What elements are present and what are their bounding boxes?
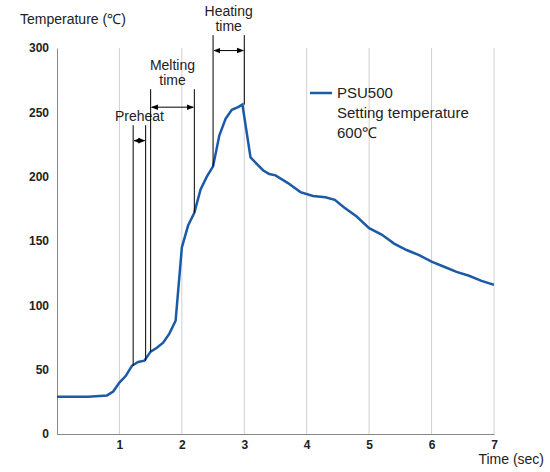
y-tick-label: 0 <box>42 427 49 441</box>
y-tick: 0 <box>42 427 57 441</box>
annotation-arrow <box>152 107 194 108</box>
legend-swatch <box>310 92 332 95</box>
y-tick: 200 <box>29 170 57 184</box>
annotations: PreheatMeltingtimeHeatingtime <box>115 3 253 366</box>
y-tick-label: 50 <box>36 363 50 377</box>
annotation-label-line: time <box>215 18 242 34</box>
x-tick-label: 7 <box>491 438 498 452</box>
grid <box>119 48 494 434</box>
x-tick: 2 <box>179 434 186 452</box>
annotation-label: Heatingtime <box>205 3 253 34</box>
y-tick: 150 <box>29 234 57 248</box>
annotation-label-line: Heating <box>205 3 253 19</box>
annotation-bracket-line <box>244 35 245 104</box>
x-axis-line <box>58 434 495 435</box>
y-tick-label: 300 <box>29 41 49 55</box>
x-tick: 1 <box>117 434 124 452</box>
x-tick-label: 5 <box>366 438 373 452</box>
legend: PSU500 Setting temperature 600℃ <box>310 84 469 141</box>
annotation-arrow <box>134 140 144 141</box>
x-tick: 7 <box>491 434 498 452</box>
y-tick: 100 <box>29 299 57 313</box>
y-tick-label: 250 <box>29 106 49 120</box>
annotation-bracket-line <box>213 35 214 166</box>
x-tick-label: 4 <box>304 438 311 452</box>
y-axis-line <box>57 49 58 435</box>
annotation-label: Meltingtime <box>150 57 195 88</box>
grid-line-x <box>244 48 245 434</box>
y-tick-label: 200 <box>29 170 49 184</box>
annotation-bracket-line <box>133 125 134 366</box>
x-tick-label: 3 <box>241 438 248 452</box>
y-tick: 250 <box>29 106 57 120</box>
annotation-bracket-line <box>194 89 195 213</box>
grid-line-x <box>181 48 182 434</box>
annotation-label: Preheat <box>115 108 164 124</box>
x-tick: 4 <box>304 434 311 452</box>
y-tick: 300 <box>29 41 57 55</box>
grid-line-x <box>306 48 307 434</box>
legend-label-line: PSU500 <box>337 84 393 101</box>
x-tick: 3 <box>241 434 248 452</box>
annotation-label-line: Melting <box>150 57 195 73</box>
annotation-label-line: Preheat <box>115 108 164 124</box>
x-axis-title: Time (sec) <box>478 451 544 467</box>
plot-area <box>57 105 494 397</box>
chart: 0 50 100 150 200 250 300 1 2 3 4 5 6 7 Temperature (℃)… <box>0 0 550 472</box>
annotation-label-line: time <box>159 72 186 88</box>
annotation-arrow <box>214 50 243 51</box>
y-axis-title: Temperature (℃) <box>20 11 126 27</box>
x-tick-label: 1 <box>117 438 124 452</box>
y-tick-label: 150 <box>29 234 49 248</box>
x-tick-label: 6 <box>429 438 436 452</box>
grid-line-x <box>119 48 120 434</box>
x-tick-label: 2 <box>179 438 186 452</box>
data-line <box>57 105 494 397</box>
x-tick: 6 <box>429 434 436 452</box>
grid-line-x <box>494 48 495 434</box>
legend-label-line: 600℃ <box>337 124 377 141</box>
legend-label-line: Setting temperature <box>337 104 469 121</box>
x-tick: 5 <box>366 434 373 452</box>
annotation-bracket-line <box>150 89 151 351</box>
y-tick-label: 100 <box>29 299 49 313</box>
y-axis: 0 50 100 150 200 250 300 <box>29 41 58 441</box>
annotation-bracket-line <box>145 125 146 360</box>
legend-label: PSU500 Setting temperature 600℃ <box>337 84 469 141</box>
y-tick: 50 <box>36 363 57 377</box>
x-axis: 1 2 3 4 5 6 7 <box>58 434 499 452</box>
